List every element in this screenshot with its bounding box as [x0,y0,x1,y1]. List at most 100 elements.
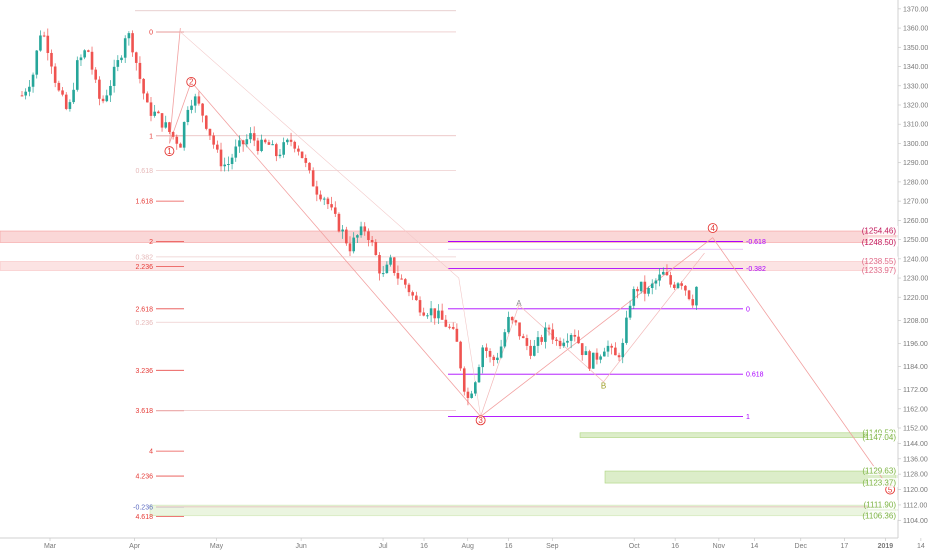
fib-ext-label-6: 2.236 [135,264,153,271]
candle-body-125 [481,347,484,368]
candle-body-123 [474,382,477,394]
candle-body-7 [46,35,50,53]
candle-body-20 [94,69,98,80]
candle-body-14 [72,89,75,103]
y-tick-label-18: 1280.00 [903,179,928,186]
candle-body-176 [669,275,672,285]
candle-body-12 [64,94,68,109]
y-tick-label-11: 1208.00 [903,318,928,325]
candle-body-36 [153,111,156,116]
candle-body-71 [282,142,285,155]
candle-body-91 [356,235,359,238]
candle-body-39 [164,122,168,128]
candle-body-72 [286,139,289,143]
wave-label-0: 1 [167,147,172,156]
price-zones [0,230,897,517]
y-tick-label-25: 1350.00 [903,45,928,52]
candle-body-140 [536,337,540,346]
fib-ext-label-3: 1.618 [135,199,153,206]
wave-labels: 1 2 3 4 5 A B [164,76,896,495]
candle-body-95 [370,240,374,243]
candle-body-58 [234,146,238,158]
candle-body-85 [333,207,337,214]
candle-body-28 [123,38,127,58]
candle-body-146 [558,340,562,347]
x-tick-label-7: 16 [505,543,513,550]
candle-body-27 [120,57,123,61]
fib-extension-levels: 0 1 0.618 1.618 2 0.382 2.236 2.618 0.236 3.236 3.… [133,10,880,521]
fib-ext-label-12: 4.236 [135,474,153,481]
candle-body-43 [179,143,182,148]
price-box-label-9: (1106.36) [862,511,896,520]
candle-body-88 [345,229,348,244]
x-tick-label-4: Jul [379,543,388,550]
zone-3 [604,470,897,484]
candle-body-160 [610,345,613,348]
candle-body-132 [507,316,510,333]
y-tick-label-6: 1152.00 [903,426,928,433]
candle-body-26 [116,60,120,67]
fib-ext-label-11: 4 [149,449,153,456]
x-tick-label-0: Mar [44,543,57,550]
price-box-bg-0 [868,226,898,236]
candle-body-92 [359,226,363,236]
candle-body-8 [50,52,53,67]
candle-body-63 [252,133,256,141]
price-box-label-3: (1233.97) [862,266,897,275]
candle-body-52 [212,135,215,145]
candle-body-42 [175,136,179,144]
price-box-label-8: (1111.90) [864,501,897,510]
channel-path [180,31,481,417]
candle-body-122 [470,393,473,398]
candle-body-105 [407,284,411,293]
zone-2 [579,432,897,438]
candle-body-44 [182,122,186,148]
x-tick-label-14: 17 [841,543,849,550]
candle-body-75 [297,148,300,152]
candle-body-18 [87,50,90,52]
candle-body-34 [146,93,149,103]
x-tick-label-8: Sep [546,543,559,550]
fib-ret-label-1: -0.382 [746,266,766,273]
candle-body-54 [219,149,223,167]
candle-body-30 [131,33,134,53]
y-tick-label-5: 1144.00 [903,441,928,448]
candle-body-22 [101,98,105,102]
wave-label-3: 4 [710,224,715,233]
candle-body-142 [544,327,547,342]
price-box-label-5: (1147.04) [862,433,896,442]
candle-body-154 [588,351,591,369]
candle-body-144 [551,329,555,340]
candle-body-183 [695,286,698,306]
candle-body-171 [650,283,654,288]
candle-body-157 [599,356,602,360]
candle-body-94 [367,231,370,241]
fib-ext-label-13: -0.236 [133,504,153,511]
candle-body-112 [433,308,437,319]
candle-body-131 [503,332,507,347]
candle-body-76 [300,151,304,159]
candle-body-0 [20,95,24,97]
candle-body-113 [437,310,440,319]
candle-body-111 [429,308,433,316]
candle-body-128 [492,356,496,361]
candle-body-141 [540,337,543,342]
fib-ret-label-4: 1 [746,414,750,421]
candle-body-70 [278,154,282,157]
candle-body-41 [171,131,175,137]
y-tick-label-10: 1196.00 [903,341,928,348]
candle-body-129 [496,357,499,361]
candle-body-158 [603,351,606,357]
candle-body-179 [680,283,684,286]
x-tick-label-5: 16 [420,543,428,550]
fib-retracement-levels: -0.618 -0.382 0 0.618 1 [448,239,766,421]
price-box-bg-9 [868,510,898,520]
price-box-label-0: (1254.46) [862,227,897,236]
candle-body-163 [621,342,625,358]
candle-body-182 [691,299,695,306]
candle-body-135 [518,322,521,337]
y-tick-label-0: 1104.00 [903,518,928,525]
candlesticks [20,28,698,406]
candle-body-87 [341,229,344,232]
